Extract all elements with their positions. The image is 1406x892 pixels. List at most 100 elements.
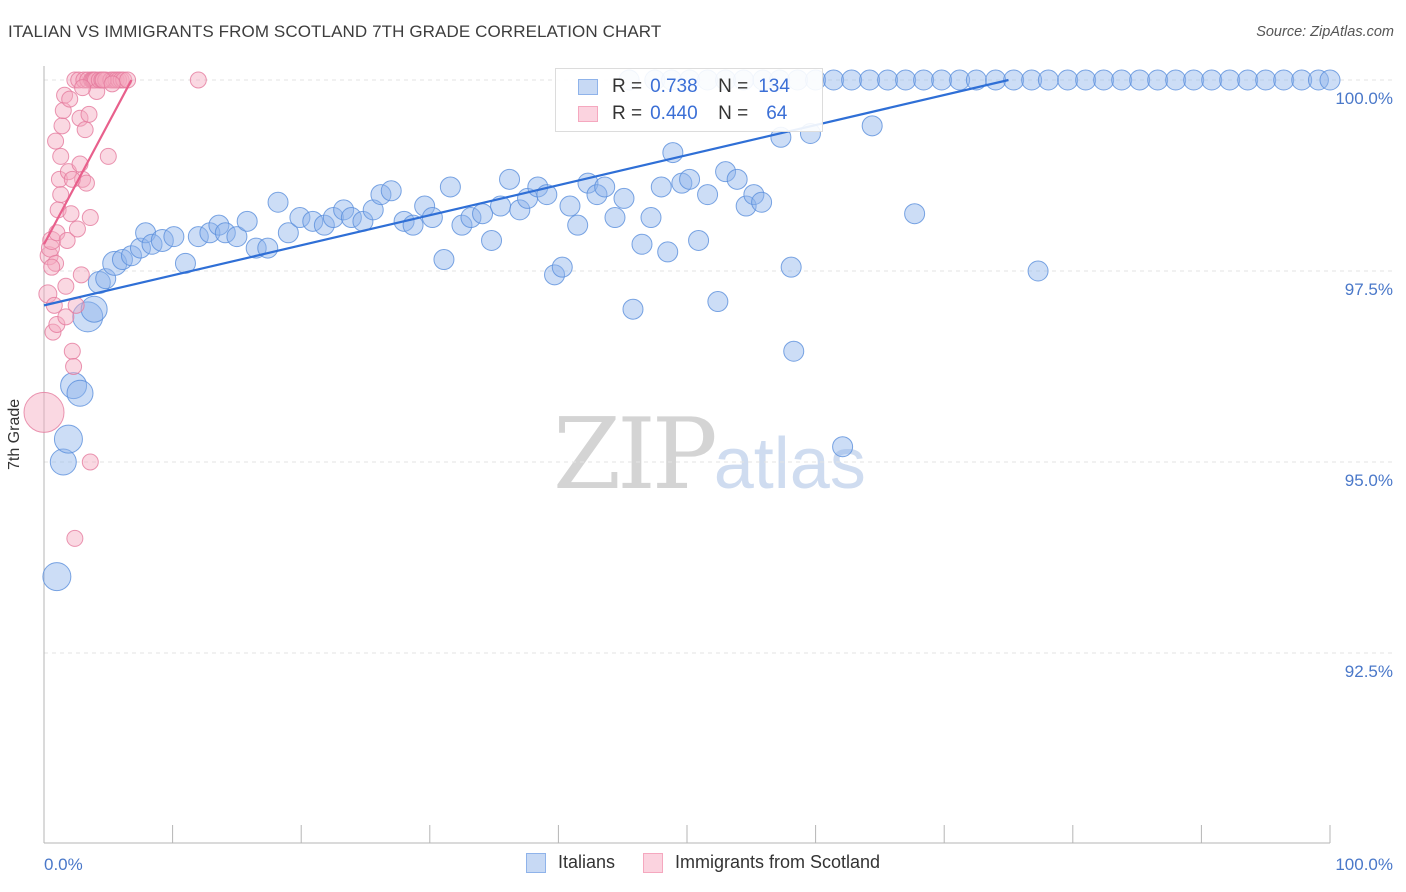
italians-point — [187, 226, 209, 248]
italians-point — [1003, 69, 1025, 91]
italians-point — [1147, 69, 1169, 91]
italians-point — [1307, 69, 1329, 91]
italians-point — [780, 256, 802, 278]
n-value: 64 — [766, 103, 788, 124]
italians-point — [679, 168, 701, 190]
italians-point — [1201, 69, 1223, 91]
italians-point — [80, 295, 108, 323]
scotland-point — [72, 266, 90, 284]
scotland-point — [43, 258, 61, 276]
italians-point — [236, 210, 258, 232]
scotland-point — [99, 147, 117, 165]
legend-swatch-italians — [525, 852, 546, 873]
italians-point — [95, 268, 117, 290]
italians-point — [1093, 69, 1115, 91]
italians-point — [1237, 69, 1259, 91]
italians-point — [832, 436, 854, 458]
italians-point — [245, 237, 267, 259]
italians-swatch — [578, 79, 598, 95]
scotland-point — [68, 220, 86, 238]
italians-point — [380, 180, 402, 202]
italians-point — [931, 69, 953, 91]
italians-point — [433, 249, 455, 271]
italians-point — [1183, 69, 1205, 91]
italians-point — [631, 233, 653, 255]
stats-row-italians: R = 0.738 N = 134 — [578, 75, 790, 99]
italians-point — [751, 191, 773, 213]
italians-point — [697, 184, 719, 206]
italians-point — [985, 69, 1007, 91]
scotland-point — [103, 75, 121, 93]
scotland-point — [23, 391, 65, 433]
source-label: Source: ZipAtlas.com — [1256, 24, 1394, 40]
italians-point — [1319, 69, 1341, 91]
italians-point — [877, 69, 899, 91]
italians-point — [567, 214, 589, 236]
legend-label-italians: Italians — [557, 852, 615, 872]
italians-point — [1075, 69, 1097, 91]
scotland-point — [38, 284, 58, 304]
italians-point — [726, 168, 748, 190]
italians-point — [460, 207, 482, 229]
italians-point — [72, 301, 104, 333]
scotland-point — [189, 71, 207, 89]
italians-point — [49, 448, 77, 476]
italians-point — [163, 226, 185, 248]
scotland-point — [63, 342, 81, 360]
italians-point — [1291, 69, 1313, 91]
axes — [43, 66, 1331, 844]
r-label: R = — [612, 76, 643, 97]
italians-point — [551, 256, 573, 278]
scotland-point — [70, 71, 88, 89]
italians-point — [439, 176, 461, 198]
italians-point — [66, 379, 94, 407]
italians-point — [313, 214, 335, 236]
y-tick-labels: 100.0% 97.5% 95.0% 92.5% — [1335, 89, 1393, 681]
italians-point — [895, 69, 917, 91]
italians-point — [841, 69, 863, 91]
italians-point — [499, 168, 521, 190]
italians-point — [613, 187, 635, 209]
italians-point — [226, 226, 248, 248]
italians-point — [688, 229, 710, 251]
italians-point — [604, 207, 626, 229]
italians-point — [1111, 69, 1133, 91]
legend-item-italians[interactable]: Italians — [525, 852, 615, 873]
scotland-point — [77, 174, 95, 192]
y-tick-label: 97.5% — [1345, 280, 1393, 299]
italians-point — [949, 69, 971, 91]
italians-point — [1165, 69, 1187, 91]
italians-point — [53, 424, 83, 454]
scotland-point — [81, 453, 99, 471]
scotland-point — [81, 209, 99, 227]
italians-point — [1255, 69, 1277, 91]
italians-point — [362, 199, 384, 221]
r-label: R = — [612, 103, 643, 124]
scotland-point — [52, 147, 70, 165]
scotland-point — [47, 132, 65, 150]
scotland-point — [76, 121, 94, 139]
scotland-trend-line — [43, 79, 133, 245]
italians-point — [1057, 69, 1079, 91]
italians-point — [657, 241, 679, 263]
watermark-zip: ZIP — [553, 398, 718, 512]
italians-point — [783, 340, 805, 362]
italians-point — [594, 176, 616, 198]
series-immigrants-from-scotland — [23, 71, 207, 547]
italians-point — [333, 199, 355, 221]
italians-point — [913, 69, 935, 91]
y-tick-label: 100.0% — [1335, 89, 1393, 108]
r-value: 0.440 — [650, 103, 698, 124]
n-value: 134 — [758, 76, 790, 97]
y-tick-label: 92.5% — [1345, 662, 1393, 681]
italians-point — [859, 69, 881, 91]
italians-point — [715, 161, 737, 183]
legend-item-scotland[interactable]: Immigrants from Scotland — [642, 852, 880, 873]
scotland-point — [57, 277, 75, 295]
series-legend: Italians Immigrants from Scotland — [0, 852, 1406, 873]
italians-point — [267, 191, 289, 213]
italians-point — [1129, 69, 1151, 91]
italians-point — [289, 207, 311, 229]
scotland-point — [61, 90, 79, 108]
